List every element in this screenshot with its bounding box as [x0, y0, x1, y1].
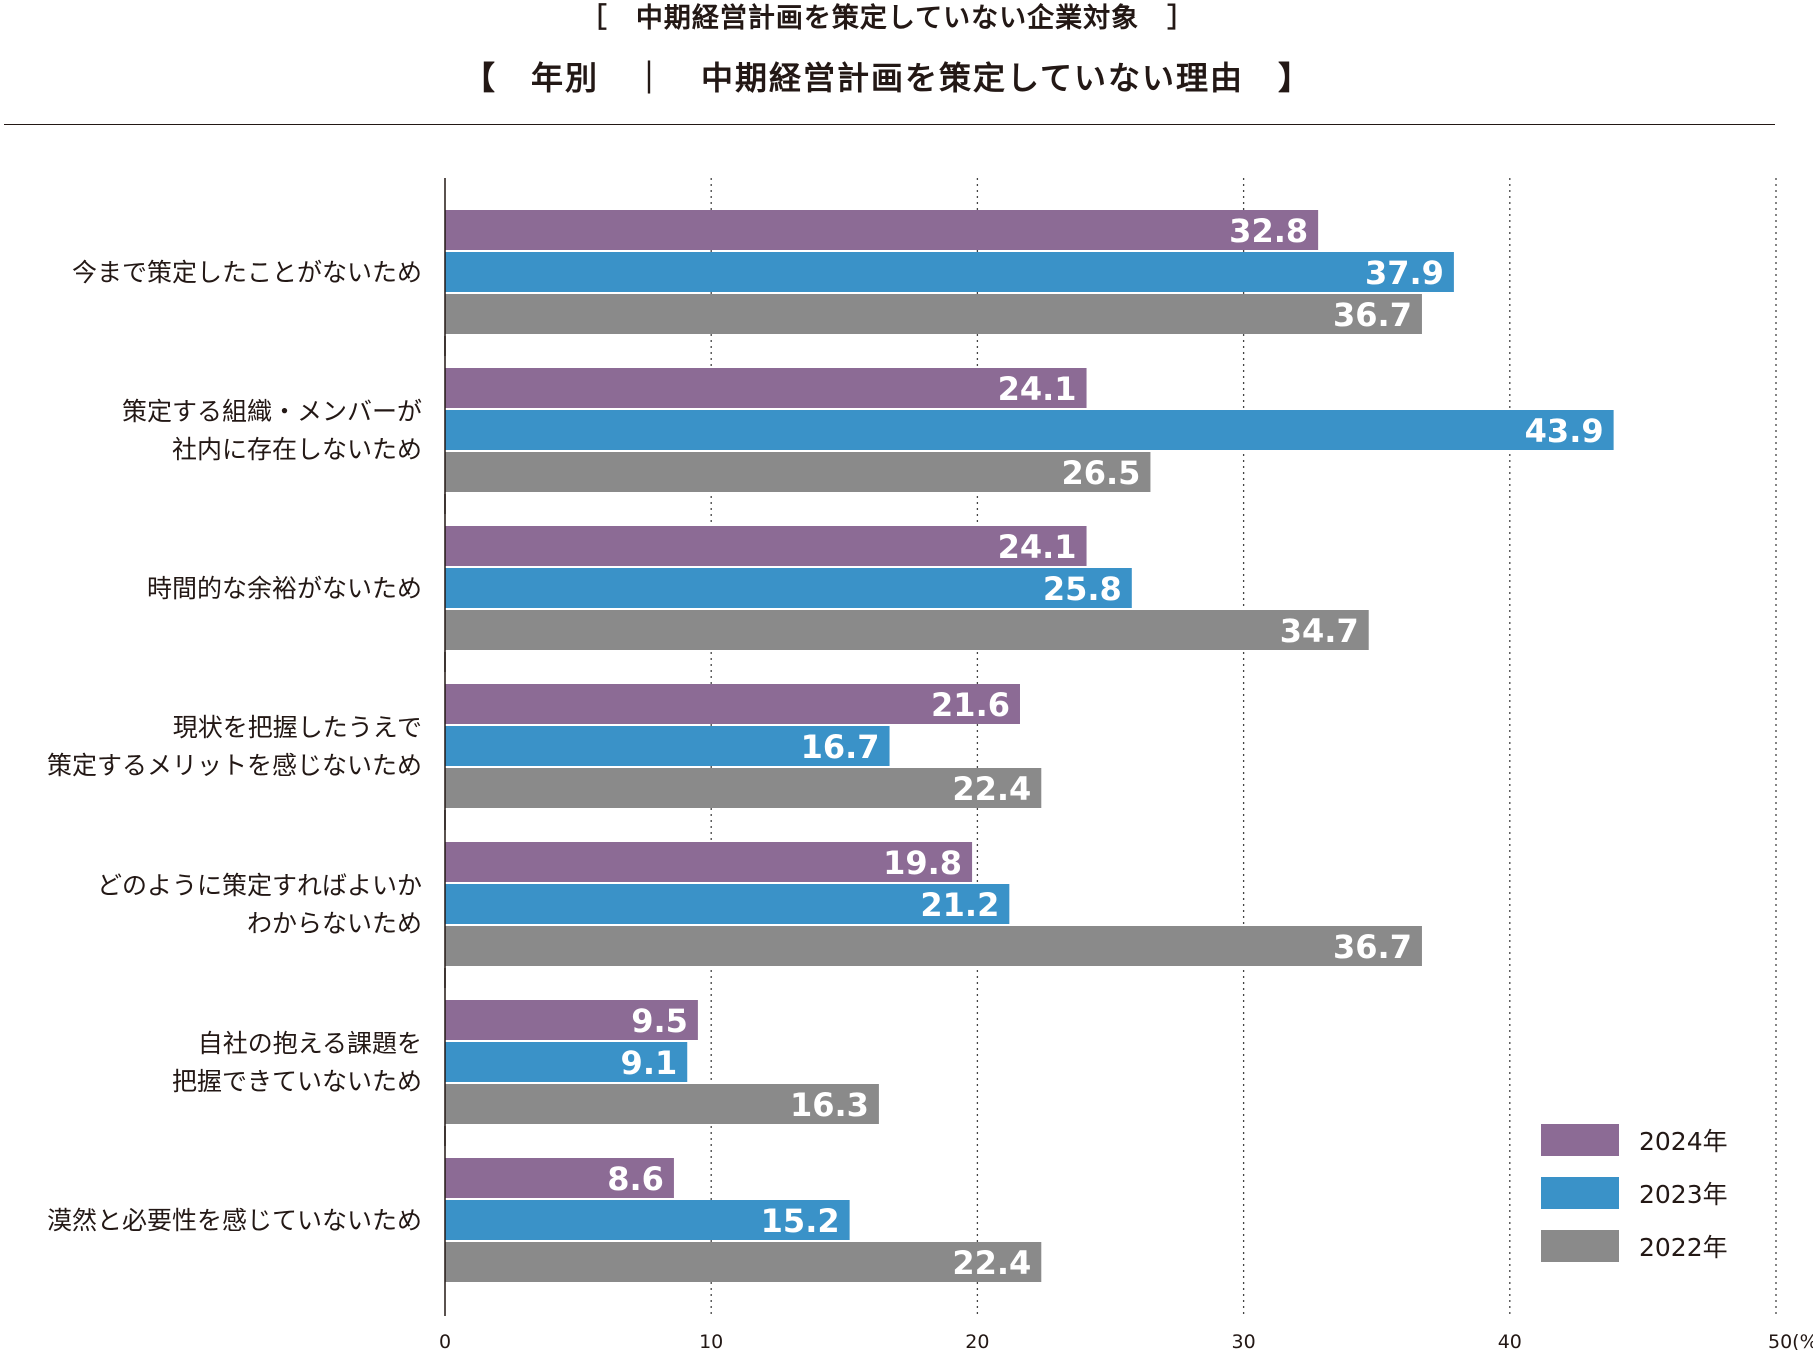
value-label-2023年-7: 15.2 [761, 1202, 840, 1240]
category-label-6-line-1: 自社の抱える課題を [198, 1029, 422, 1058]
bar-2024年-2 [445, 368, 1087, 408]
value-label-2024年-6: 9.5 [631, 1002, 688, 1040]
value-label-2024年-7: 8.6 [607, 1160, 664, 1198]
value-label-2024年-2: 24.1 [998, 370, 1077, 408]
legend-label-2023年: 2023年 [1639, 1180, 1728, 1209]
bars: 32.8 37.9 36.7 24.1 43.9 26.5 24.1 25.8 34.7 21.6… [445, 210, 1614, 1282]
value-label-2022年-7: 22.4 [952, 1244, 1031, 1282]
category-label-6-line-2: 把握できていないため [172, 1067, 422, 1096]
category-label-1: 今まで策定したことがないため [72, 258, 422, 287]
bar-2022年-3 [445, 610, 1369, 650]
value-label-2024年-4: 21.6 [931, 686, 1010, 724]
bar-2023年-7 [445, 1200, 850, 1240]
bar-2023年-2 [445, 410, 1614, 450]
value-label-2022年-2: 26.5 [1061, 454, 1140, 492]
category-label-7: 漠然と必要性を感じていないため [47, 1206, 422, 1235]
bar-2024年-7 [445, 1158, 674, 1198]
x-tick-label-30: 30 [1232, 1331, 1256, 1350]
value-label-2023年-3: 25.8 [1043, 570, 1122, 608]
x-tick-label-20: 20 [965, 1331, 989, 1350]
x-tick-label-10: 10 [699, 1331, 723, 1350]
bar-2024年-4 [445, 684, 1020, 724]
category-label-3: 時間的な余裕がないため [147, 574, 422, 603]
category-label-5-line-1: どのように策定すればよいか [97, 871, 422, 900]
bar-2023年-5 [445, 884, 1010, 924]
value-label-2023年-4: 16.7 [801, 728, 880, 766]
category-label-5-line-2: わからないため [247, 909, 422, 938]
legend-label-2022年: 2022年 [1639, 1233, 1728, 1262]
bar-2022年-5 [445, 926, 1422, 966]
x-tick-label-50: 50(%) [1768, 1331, 1813, 1350]
bar-2024年-1 [445, 210, 1319, 250]
bar-2022年-2 [445, 452, 1151, 492]
bar-2022年-1 [445, 294, 1422, 334]
value-label-2022年-1: 36.7 [1333, 296, 1412, 334]
value-label-2023年-5: 21.2 [920, 886, 999, 924]
category-label-4-line-2: 策定するメリットを感じないため [47, 751, 422, 780]
category-label-2-line-2: 社内に存在しないため [172, 435, 422, 464]
category-labels: 今まで策定したことがないため策定する組織・メンバーが社内に存在しないため時間的な… [47, 258, 422, 1235]
bar-2023年-4 [445, 726, 890, 766]
value-label-2024年-1: 32.8 [1229, 212, 1308, 250]
x-axis: 0 10 20 30 40 50(%) [439, 178, 1813, 1350]
category-label-4-line-1: 現状を把握したうえで [173, 713, 422, 742]
bar-2022年-7 [445, 1242, 1042, 1282]
bar-2023年-3 [445, 568, 1132, 608]
bar-2022年-4 [445, 768, 1042, 808]
title-divider [4, 124, 1775, 125]
value-label-2022年-5: 36.7 [1333, 928, 1412, 966]
x-tick-label-40: 40 [1498, 1331, 1522, 1350]
gridlines [710, 178, 1777, 1316]
bar-2024年-6 [445, 1000, 698, 1040]
bar-2024年-3 [445, 526, 1087, 566]
bar-2022年-6 [445, 1084, 879, 1124]
chart-subtitle: ［ 中期経営計画を策定していない企業対象 ］ [579, 3, 1196, 34]
legend: 2024年 2023年 2022年 [1541, 1124, 1728, 1262]
legend-swatch-2024年 [1541, 1124, 1619, 1156]
value-label-2023年-2: 43.9 [1525, 412, 1604, 450]
value-label-2024年-3: 24.1 [998, 528, 1077, 566]
bar-2024年-5 [445, 842, 973, 882]
legend-swatch-2022年 [1541, 1230, 1619, 1262]
x-tick-label-0: 0 [439, 1331, 451, 1350]
value-label-2023年-1: 37.9 [1365, 254, 1444, 292]
value-label-2022年-3: 34.7 [1280, 612, 1359, 650]
value-label-2024年-5: 19.8 [883, 844, 962, 882]
value-label-2023年-6: 9.1 [621, 1044, 678, 1082]
value-label-2022年-4: 22.4 [952, 770, 1031, 808]
legend-swatch-2023年 [1541, 1177, 1619, 1209]
value-label-2022年-6: 16.3 [790, 1086, 869, 1124]
chart-title: 【 年別 ｜ 中期経営計画を策定していない理由 】 [462, 59, 1313, 97]
legend-label-2024年: 2024年 [1639, 1127, 1728, 1156]
bar-2023年-1 [445, 252, 1454, 292]
bar-2023年-6 [445, 1042, 688, 1082]
category-label-2-line-1: 策定する組織・メンバーが [122, 397, 422, 426]
